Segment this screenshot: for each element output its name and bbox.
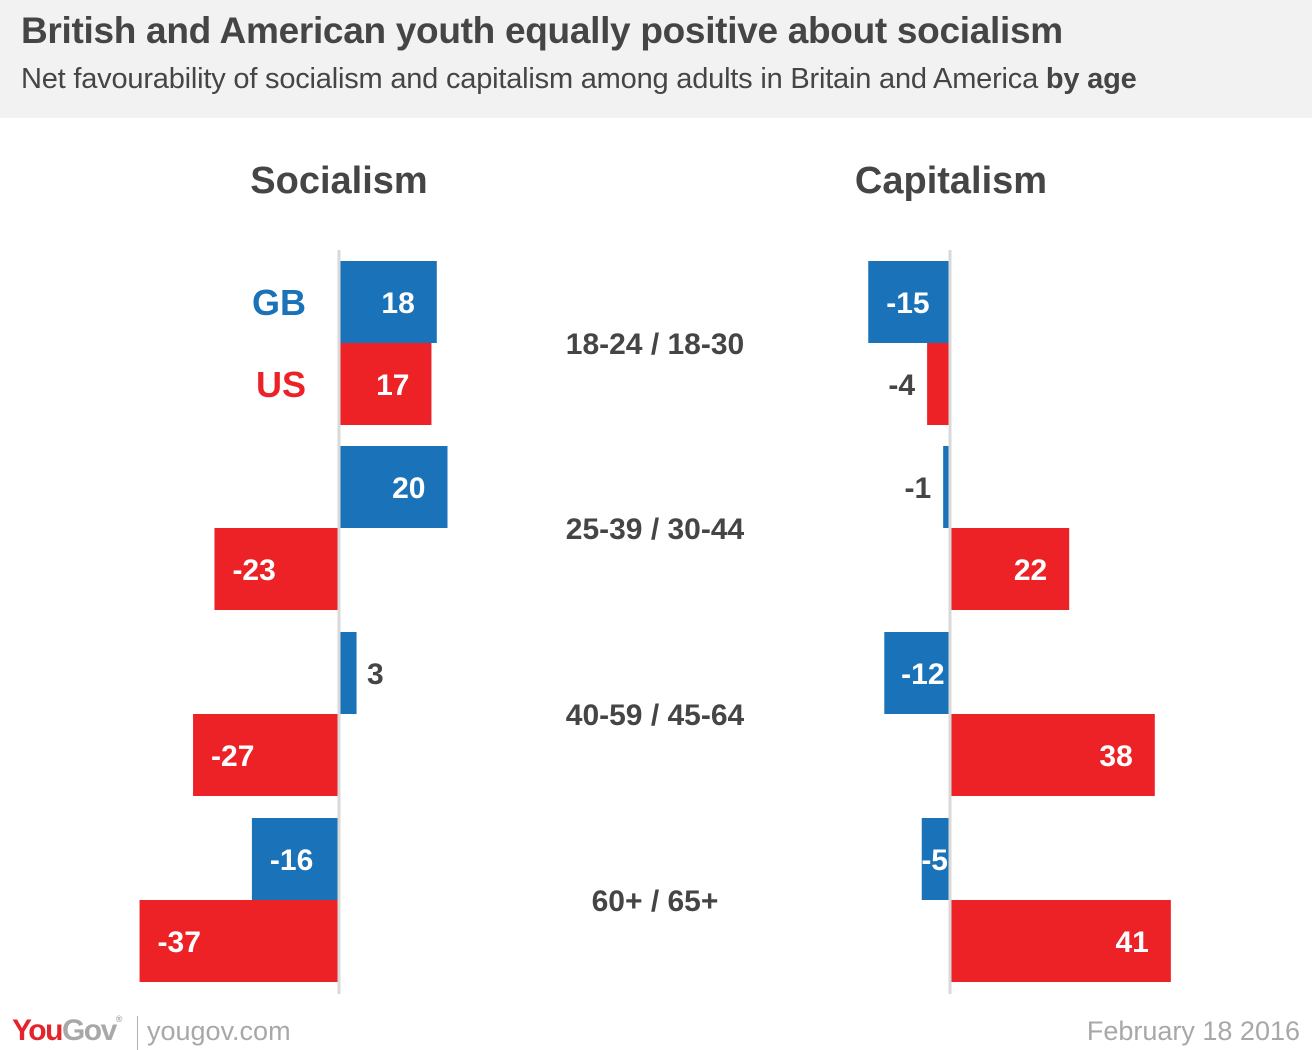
socialism-label-gb-1: 20 bbox=[392, 472, 425, 505]
capitalism-bar-us-2 bbox=[951, 714, 1155, 796]
capitalism-label-gb-3: -5 bbox=[921, 844, 948, 877]
logo-you: You bbox=[12, 1014, 63, 1047]
socialism-bar-gb-3 bbox=[251, 818, 338, 900]
socialism-bar-us-1 bbox=[214, 528, 338, 610]
yougov-logo: YouGov® bbox=[12, 1014, 123, 1048]
footer-date: February 18 2016 bbox=[1086, 1016, 1300, 1046]
socialism-bar-us-3 bbox=[139, 900, 338, 982]
capitalism-bar-us-3 bbox=[951, 900, 1171, 982]
legend-gb: GB bbox=[252, 282, 306, 323]
legend-us: US bbox=[256, 364, 306, 405]
capitalism-label-us-2: 38 bbox=[1099, 740, 1132, 773]
capitalism-bar-gb-0 bbox=[868, 261, 949, 343]
socialism-bar-gb-2 bbox=[340, 632, 357, 714]
socialism-label-us-0: 17 bbox=[376, 369, 409, 402]
socialism-bar-gb-0 bbox=[340, 261, 437, 343]
capitalism-bar-us-0 bbox=[927, 343, 949, 425]
socialism-label-us-3: -37 bbox=[158, 926, 201, 959]
capitalism-bar-gb-3 bbox=[921, 818, 949, 900]
footer-divider bbox=[137, 1016, 138, 1050]
panel-title-capitalism: Capitalism bbox=[854, 160, 1048, 202]
panel-title-socialism: Socialism bbox=[250, 160, 428, 202]
category-label-1: 25-39 / 30-44 bbox=[566, 513, 745, 546]
chart-subtitle: Net favourability of socialism and capit… bbox=[21, 63, 1137, 96]
socialism-bar-us-0 bbox=[340, 343, 432, 425]
capitalism-label-us-0: -4 bbox=[888, 369, 915, 402]
logo-gov: Gov bbox=[61, 1014, 117, 1047]
capitalism-bar-gb-1 bbox=[943, 446, 949, 528]
subtitle-main: Net favourability of socialism and capit… bbox=[21, 63, 1039, 95]
capitalism-label-us-3: 41 bbox=[1115, 926, 1148, 959]
capitalism-label-gb-0: -15 bbox=[886, 287, 929, 320]
header: British and American youth equally posit… bbox=[0, 0, 1312, 118]
socialism-label-gb-3: -16 bbox=[270, 844, 313, 877]
socialism-label-us-1: -23 bbox=[232, 554, 275, 587]
socialism-label-us-2: -27 bbox=[211, 740, 254, 773]
category-label-3: 60+ / 65+ bbox=[592, 885, 719, 918]
capitalism-label-gb-1: -1 bbox=[904, 472, 931, 505]
socialism-label-gb-0: 18 bbox=[381, 287, 414, 320]
capitalism-label-us-1: 22 bbox=[1014, 554, 1047, 587]
socialism-label-gb-2: 3 bbox=[367, 658, 384, 691]
capitalism-bar-us-1 bbox=[951, 528, 1070, 610]
chart-title: British and American youth equally posit… bbox=[21, 10, 1063, 51]
logo-registered-mark: ® bbox=[115, 1014, 123, 1024]
category-label-2: 40-59 / 45-64 bbox=[566, 699, 745, 732]
chart-canvas: 18 20 3 -16 17 -23 -27 -37 -15 -1 -12 -5 -4 22 38 41 GB U… bbox=[139, 250, 1171, 994]
socialism-bar-us-2 bbox=[193, 714, 338, 796]
footer-url: yougov.com bbox=[147, 1016, 291, 1046]
category-label-0: 18-24 / 18-30 bbox=[566, 328, 744, 361]
socialism-bar-gb-1 bbox=[340, 446, 448, 528]
capitalism-bar-gb-2 bbox=[884, 632, 949, 714]
subtitle-bold: by age bbox=[1045, 63, 1137, 95]
capitalism-label-gb-2: -12 bbox=[901, 658, 944, 691]
